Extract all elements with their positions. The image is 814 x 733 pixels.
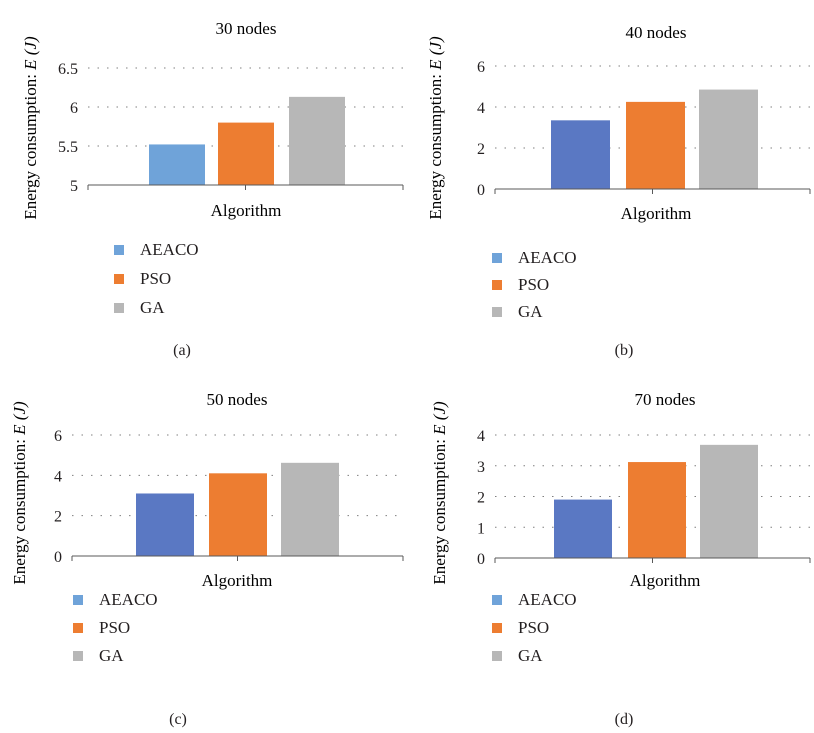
bar-aeaco <box>551 120 610 189</box>
chart-a-ylabel-unit: E (J) <box>21 36 40 71</box>
legend-label-ga: GA <box>518 646 543 665</box>
chart-c-svg: 0 2 4 6 50 nodes Algorithm Energy consumpti… <box>10 390 404 590</box>
legend-swatch-ga <box>114 303 124 313</box>
bar-pso <box>626 101 685 189</box>
chart-a-plot: 5 5.5 6 6.5 <box>58 61 404 195</box>
chart-b-title: 40 nodes <box>626 23 687 42</box>
y-tick-label: 5 <box>70 178 78 195</box>
chart-b-ylabel: Energy consumption: E (J) <box>426 36 445 220</box>
legend-swatch-pso <box>492 280 502 290</box>
y-tick-label: 3 <box>477 459 485 476</box>
y-tick-label: 4 <box>477 428 485 445</box>
y-tick-label: 2 <box>477 141 485 158</box>
legend-swatch-pso <box>73 623 83 633</box>
y-tick-label: 6 <box>477 59 485 76</box>
legend-label-aeaco: AEACO <box>518 590 577 609</box>
legend-swatch-ga <box>492 307 502 317</box>
chart-c-ylabel: Energy consumption: E (J) <box>10 401 29 585</box>
bar-ga <box>700 444 758 558</box>
y-tick-label: 6 <box>70 100 78 117</box>
legend-swatch-ga <box>73 651 83 661</box>
legend-label-ga: GA <box>99 646 124 665</box>
legend-label-pso: PSO <box>99 618 131 637</box>
y-tick-label: 5.5 <box>58 139 78 156</box>
chart-b-ylabel-text: Energy consumption: <box>426 70 445 220</box>
legend-label-pso: PSO <box>140 269 172 288</box>
bar-ga <box>289 96 345 185</box>
chart-panel-c: 0 2 4 6 50 nodes Algorithm Energy consumpti… <box>0 367 407 733</box>
y-tick-label: 0 <box>477 551 485 568</box>
y-tick-label: 1 <box>477 520 485 537</box>
chart-c-ylabel-unit: E (J) <box>10 401 29 436</box>
bar-pso <box>209 473 267 556</box>
legend-label-ga: GA <box>140 298 165 317</box>
chart-a-ylabel: Energy consumption: E (J) <box>21 36 40 220</box>
chart-panel-d: 0 1 2 3 4 70 nodes Algorithm Energy consumpt… <box>407 367 814 733</box>
y-tick-label: 4 <box>477 100 485 117</box>
chart-d-ylabel-text: Energy consumption: <box>430 435 449 585</box>
panel-label-c: (c) <box>169 711 187 728</box>
y-tick-label: 2 <box>54 509 62 526</box>
chart-d-ylabel: Energy consumption: E (J) <box>430 401 449 585</box>
legend-swatch-aeaco <box>73 595 83 605</box>
legend-label-aeaco: AEACO <box>99 590 158 609</box>
panel-label-a: (a) <box>173 342 191 359</box>
bar-aeaco <box>149 144 205 185</box>
panel-label-d: (d) <box>614 711 634 728</box>
y-tick-label: 4 <box>54 468 62 485</box>
bar-pso <box>218 122 274 185</box>
legend-swatch-aeaco <box>492 253 502 263</box>
y-tick-label: 6 <box>54 428 62 445</box>
legend-label-aeaco: AEACO <box>518 248 577 267</box>
chart-d-title: 70 nodes <box>635 390 696 409</box>
y-tick-label: 2 <box>477 490 485 507</box>
chart-d-plot: 0 1 2 3 4 <box>477 428 811 568</box>
chart-c-plot: 0 2 4 6 <box>54 428 404 566</box>
bar-aeaco <box>554 499 612 558</box>
chart-c-ylabel-text: Energy consumption: <box>10 435 29 585</box>
legend-label-ga: GA <box>518 302 543 321</box>
chart-b-svg: 0 2 4 6 40 nodes Algorithm Energy consumpti… <box>426 23 811 223</box>
y-tick-label: 0 <box>477 182 485 199</box>
bar-aeaco <box>136 493 194 556</box>
legend-label-pso: PSO <box>518 618 550 637</box>
y-tick-label: 6.5 <box>58 61 78 78</box>
chart-panel-a: 5 5.5 6 6.5 30 nodes Algorithm Energy consu… <box>0 0 407 366</box>
panel-label-b: (b) <box>614 342 634 359</box>
legend-swatch-ga <box>492 651 502 661</box>
chart-d-ylabel-unit: E (J) <box>430 401 449 436</box>
chart-d-xlabel: Algorithm <box>630 571 701 590</box>
chart-panel-b: 0 2 4 6 40 nodes Algorithm Energy consumpti… <box>407 0 814 366</box>
chart-c-xlabel: Algorithm <box>202 571 273 590</box>
chart-a-ylabel-text: Energy consumption: <box>21 70 40 220</box>
chart-a-xlabel: Algorithm <box>211 201 282 220</box>
bar-ga <box>281 462 339 556</box>
legend-swatch-aeaco <box>114 245 124 255</box>
chart-a-svg: 5 5.5 6 6.5 30 nodes Algorithm Energy consu… <box>21 19 404 220</box>
chart-b-xlabel: Algorithm <box>621 204 692 223</box>
chart-c-title: 50 nodes <box>207 390 268 409</box>
legend-label-aeaco: AEACO <box>140 240 199 259</box>
bar-pso <box>628 462 686 558</box>
chart-a-title: 30 nodes <box>216 19 277 38</box>
chart-d-svg: 0 1 2 3 4 70 nodes Algorithm Energy consumpt… <box>430 390 811 590</box>
bar-ga <box>699 89 758 189</box>
legend-swatch-aeaco <box>492 595 502 605</box>
y-tick-label: 0 <box>54 549 62 566</box>
chart-b-ylabel-unit: E (J) <box>426 36 445 71</box>
legend-label-pso: PSO <box>518 275 550 294</box>
legend-swatch-pso <box>492 623 502 633</box>
chart-b-plot: 0 2 4 6 <box>477 59 811 199</box>
legend-swatch-pso <box>114 274 124 284</box>
